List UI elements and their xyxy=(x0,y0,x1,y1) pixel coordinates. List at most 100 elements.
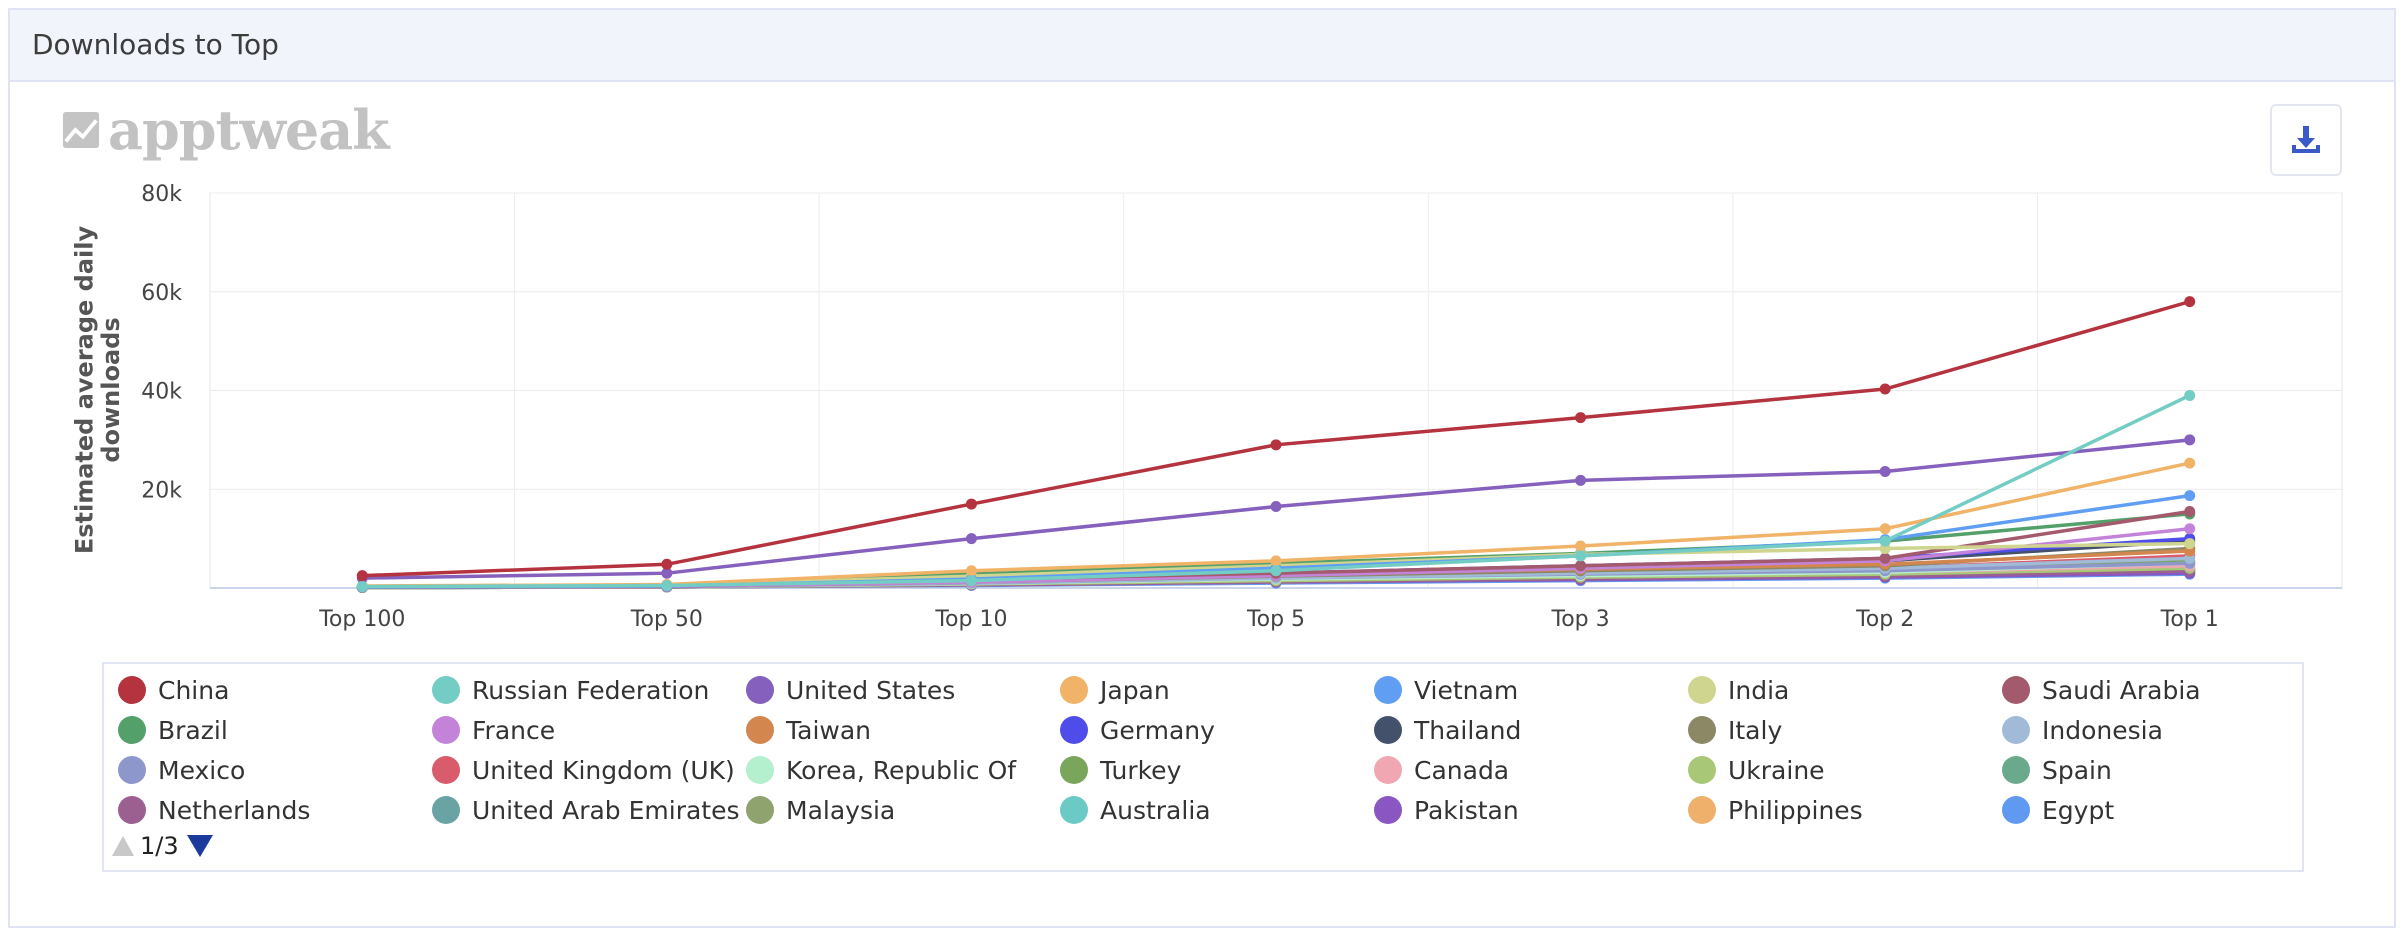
legend-label: Vietnam xyxy=(1414,675,1519,705)
data-point-japan xyxy=(1575,540,1587,552)
legend-item[interactable]: Korea, Republic Of xyxy=(746,750,1060,790)
legend-color-dot xyxy=(1688,716,1716,744)
data-point-united-states xyxy=(1575,474,1587,486)
legend-color-dot xyxy=(118,796,146,824)
legend-item[interactable]: Indonesia xyxy=(2002,710,2316,750)
legend-label: United Arab Emirates xyxy=(472,795,740,825)
legend-label: Korea, Republic Of xyxy=(786,755,1017,785)
data-point-united-states xyxy=(661,567,673,579)
x-tick-label: Top 1 xyxy=(2160,607,2219,632)
legend-item[interactable]: United Arab Emirates xyxy=(432,790,746,830)
legend-color-dot xyxy=(118,676,146,704)
triangle-down-icon[interactable] xyxy=(186,835,213,857)
legend-color-dot xyxy=(1374,796,1402,824)
legend-item[interactable]: Saudi Arabia xyxy=(2002,670,2316,710)
legend-label: Turkey xyxy=(1100,755,1182,785)
legend-label: Russian Federation xyxy=(472,675,710,705)
legend-item[interactable]: France xyxy=(432,710,746,750)
data-point-china xyxy=(1879,383,1891,395)
legend-item[interactable]: Mexico xyxy=(118,750,432,790)
data-point-china xyxy=(1575,412,1587,424)
panel-title: Downloads to Top xyxy=(32,28,279,61)
legend-color-dot xyxy=(746,796,774,824)
data-point-united-states xyxy=(1879,465,1891,477)
data-point-russian-federation xyxy=(2184,389,2196,401)
data-point-china xyxy=(2184,296,2196,308)
legend-color-dot xyxy=(1060,796,1088,824)
x-tick-label: Top 2 xyxy=(1855,607,1914,632)
legend-item[interactable]: Japan xyxy=(1060,670,1374,710)
data-point-united-states xyxy=(965,533,977,545)
legend-color-dot xyxy=(2002,676,2030,704)
legend-color-dot xyxy=(2002,716,2030,744)
panel-header: Downloads to Top xyxy=(10,10,2394,82)
data-point-japan xyxy=(965,565,977,577)
legend-item[interactable]: Pakistan xyxy=(1374,790,1688,830)
data-point-china xyxy=(661,558,673,570)
legend-label: France xyxy=(472,715,556,745)
legend-item[interactable]: Netherlands xyxy=(118,790,432,830)
legend-item[interactable]: Germany xyxy=(1060,710,1374,750)
legend-item[interactable]: United States xyxy=(746,670,1060,710)
data-point-united-states xyxy=(2184,434,2196,446)
legend-label: United Kingdom (UK) xyxy=(472,755,735,785)
legend-label: Ukraine xyxy=(1728,755,1825,785)
legend-item[interactable]: China xyxy=(118,670,432,710)
legend-color-dot xyxy=(1688,676,1716,704)
legend-item[interactable]: Ukraine xyxy=(1688,750,2002,790)
x-tick-label: Top 10 xyxy=(934,607,1007,632)
legend-item[interactable]: Turkey xyxy=(1060,750,1374,790)
legend-item[interactable]: Australia xyxy=(1060,790,1374,830)
legend-item[interactable]: India xyxy=(1688,670,2002,710)
legend-label: Philippines xyxy=(1728,795,1863,825)
legend-item[interactable]: Vietnam xyxy=(1374,670,1688,710)
legend-label: China xyxy=(158,675,230,705)
legend-item[interactable]: Malaysia xyxy=(746,790,1060,830)
data-point-saudi-arabia xyxy=(2184,505,2196,517)
legend-color-dot xyxy=(746,716,774,744)
legend-pager: 1/3 xyxy=(112,832,213,860)
legend-label: Brazil xyxy=(158,715,228,745)
legend-item[interactable]: United Kingdom (UK) xyxy=(432,750,746,790)
legend-item[interactable]: Russian Federation xyxy=(432,670,746,710)
legend-color-dot xyxy=(118,716,146,744)
legend-color-dot xyxy=(746,756,774,784)
data-point-russian-federation xyxy=(1575,550,1587,562)
legend-item[interactable]: Italy xyxy=(1688,710,2002,750)
download-icon xyxy=(2292,126,2320,153)
legend-color-dot xyxy=(1374,756,1402,784)
legend-color-dot xyxy=(432,676,460,704)
data-point-china xyxy=(356,570,368,582)
legend-color-dot xyxy=(432,756,460,784)
data-point-saudi-arabia xyxy=(1879,552,1891,564)
legend-item[interactable]: Taiwan xyxy=(746,710,1060,750)
legend-color-dot xyxy=(1374,716,1402,744)
data-point-india xyxy=(2184,538,2196,550)
data-point-china xyxy=(965,498,977,510)
legend-item[interactable]: Canada xyxy=(1374,750,1688,790)
legend-label: Netherlands xyxy=(158,795,311,825)
legend-color-dot xyxy=(432,716,460,744)
legend-item[interactable]: Brazil xyxy=(118,710,432,750)
x-tick-label: Top 100 xyxy=(318,607,405,632)
legend-item[interactable]: Thailand xyxy=(1374,710,1688,750)
y-tick-label: 60k xyxy=(141,281,182,306)
legend-item[interactable]: Philippines xyxy=(1688,790,2002,830)
data-point-russian-federation xyxy=(965,575,977,587)
download-chart-button[interactable] xyxy=(2270,104,2342,176)
y-axis-title: Estimated average dailydownloads xyxy=(71,226,125,555)
legend-item[interactable]: Egypt xyxy=(2002,790,2316,830)
legend-grid: China Russian Federation United States Japa… xyxy=(118,670,2316,830)
data-point-saudi-arabia xyxy=(1575,560,1587,572)
triangle-up-icon[interactable] xyxy=(112,836,134,856)
legend-color-dot xyxy=(1688,756,1716,784)
x-tick-label: Top 5 xyxy=(1246,607,1305,632)
chart-logo-icon xyxy=(62,111,100,149)
data-point-russian-federation xyxy=(1879,535,1891,547)
legend-color-dot xyxy=(1060,756,1088,784)
legend-item[interactable]: Spain xyxy=(2002,750,2316,790)
data-point-russian-federation xyxy=(356,581,368,593)
legend-label: Canada xyxy=(1414,755,1510,785)
data-point-japan xyxy=(1879,523,1891,535)
legend-label: Indonesia xyxy=(2042,715,2163,745)
